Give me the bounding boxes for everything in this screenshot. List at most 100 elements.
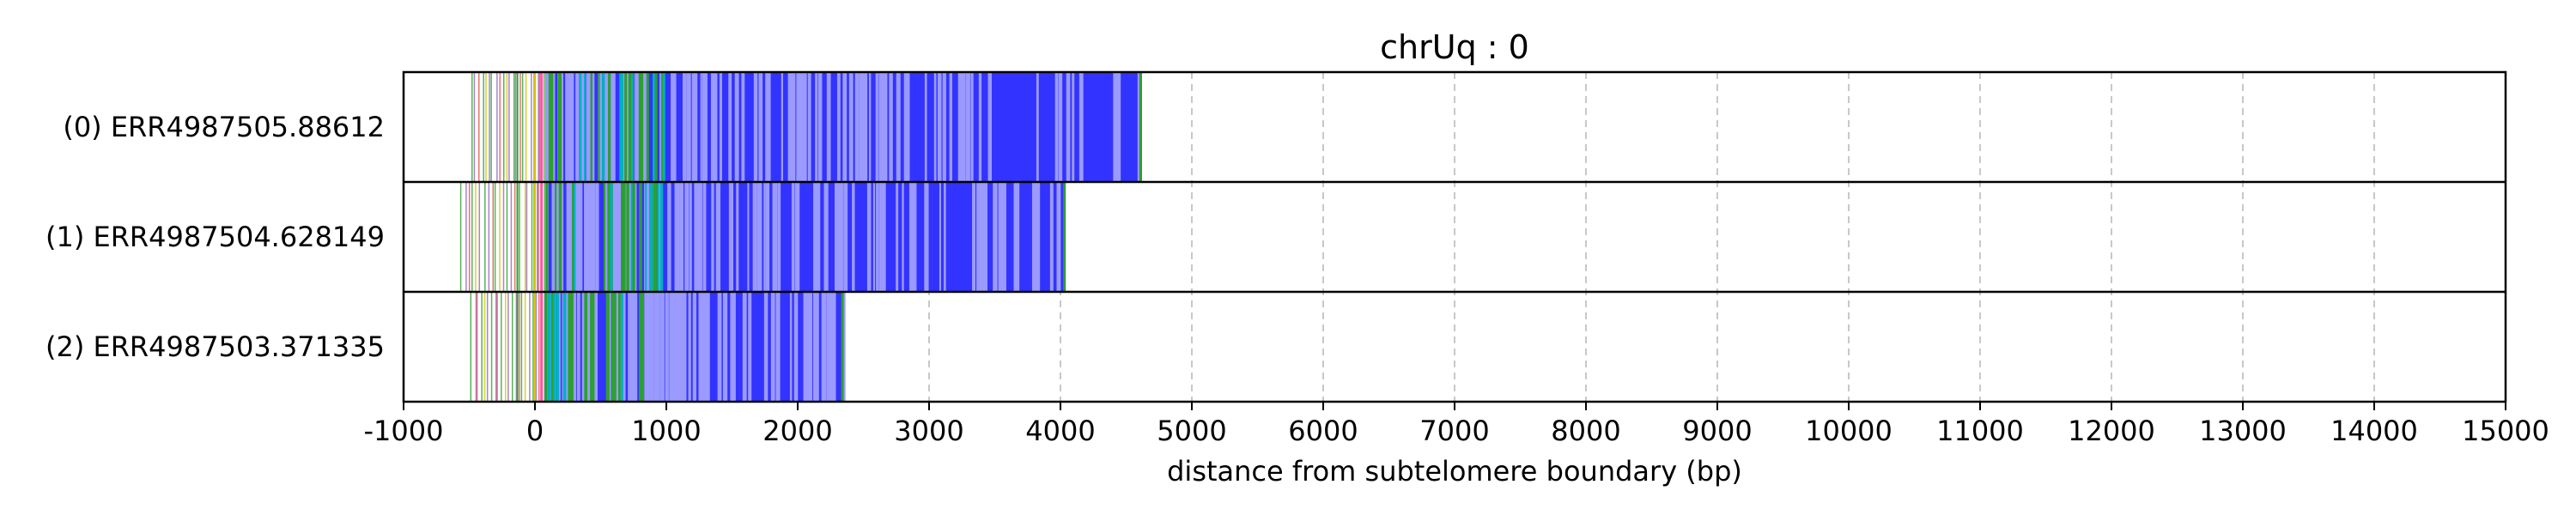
telomere-gap <box>594 292 598 402</box>
tvr-mark <box>540 182 544 292</box>
tvr-mark <box>470 292 472 402</box>
telomere-gap <box>658 182 660 292</box>
telomere-gap <box>843 182 848 292</box>
tvr-mark <box>624 72 628 182</box>
tvr-mark <box>508 72 510 182</box>
tvr-mark <box>486 292 489 402</box>
telomere-gap <box>635 72 640 182</box>
tvr-mark <box>626 182 629 292</box>
telomere-gap <box>702 292 706 402</box>
telomere-gap <box>1072 72 1075 182</box>
read-end-mark <box>1063 182 1066 292</box>
telomere-gap <box>911 182 916 292</box>
tvr-mark <box>521 72 524 182</box>
telomere-gap <box>710 72 714 182</box>
tvr-mark <box>516 292 519 402</box>
tvr-mark <box>525 72 527 182</box>
tvr-mark <box>540 72 544 182</box>
tvr-mark <box>640 72 644 182</box>
telomere-gap <box>661 292 665 402</box>
tvr-mark <box>475 182 477 292</box>
telomere-gap <box>604 182 608 292</box>
telomere-gap <box>864 72 868 182</box>
telomere-gap <box>866 182 870 292</box>
tvr-mark <box>506 182 508 292</box>
telomere-gap <box>959 72 964 182</box>
telomere-gap <box>1004 182 1006 292</box>
telomere-gap <box>693 72 698 182</box>
tvr-mark <box>639 292 642 402</box>
x-tick-label: 15000 <box>2462 415 2549 447</box>
telomere-gap <box>796 72 801 182</box>
telomere-gap <box>646 182 649 292</box>
telomere-gap <box>683 292 687 402</box>
telomere-gap <box>896 182 899 292</box>
tvr-mark <box>545 182 549 292</box>
telomere-gap <box>706 292 709 402</box>
telomere-gap <box>772 182 776 292</box>
tvr-mark <box>548 72 552 182</box>
tvr-mark <box>584 292 588 402</box>
telomere-gap <box>580 72 586 182</box>
telomere-gap <box>799 72 804 182</box>
tvr-mark <box>494 182 496 292</box>
tvr-mark <box>621 292 623 402</box>
telomere-gap <box>556 182 560 292</box>
telomere-gap <box>836 72 841 182</box>
telomere-gap <box>730 292 734 402</box>
telomere-gap <box>748 292 752 402</box>
telomere-gap <box>1034 182 1037 292</box>
telomere-gap <box>742 292 747 402</box>
telomere-gap <box>868 72 872 182</box>
tvr-mark <box>488 182 490 292</box>
telomere-gap <box>553 292 557 402</box>
read-track: (0) ERR4987505.88612 <box>63 72 1142 182</box>
telomere-gap <box>645 292 650 402</box>
tvr-mark <box>544 182 545 292</box>
telomere-gap <box>676 292 681 402</box>
telomere-gap <box>684 182 688 292</box>
telomere-gap <box>1001 182 1005 292</box>
telomere-gap <box>1035 182 1038 292</box>
tvr-mark <box>556 292 559 402</box>
telomere-gap <box>852 182 855 292</box>
telomere-gap <box>1036 72 1039 182</box>
telomere-gap <box>617 182 622 292</box>
telomere-gap <box>758 182 762 292</box>
telomere-gap <box>777 182 781 292</box>
telomere-gap <box>993 182 998 292</box>
telomere-gap <box>595 182 599 292</box>
telomere-gap <box>671 72 674 182</box>
telomere-gap <box>737 182 739 292</box>
tvr-mark <box>557 72 562 182</box>
telomere-gap <box>816 182 821 292</box>
telomere-gap <box>767 72 771 182</box>
tvr-mark <box>659 182 664 292</box>
telomere-gap <box>839 182 844 292</box>
x-tick-label: 10000 <box>1805 415 1893 447</box>
telomere-gap <box>586 292 590 402</box>
tvr-mark <box>475 292 477 402</box>
tvr-mark <box>483 292 486 402</box>
tvr-mark <box>654 72 658 182</box>
tvr-mark <box>511 292 513 402</box>
tvr-mark <box>544 72 545 182</box>
tvr-mark <box>559 72 562 182</box>
tvr-mark <box>524 292 526 402</box>
telomere-gap <box>896 72 901 182</box>
telomere-gap <box>733 292 736 402</box>
tvr-mark <box>623 182 626 292</box>
telomere-gap <box>633 292 635 402</box>
tvr-mark <box>485 72 487 182</box>
tvr-mark <box>515 292 518 402</box>
tvr-mark <box>650 182 653 292</box>
telomere-gap <box>937 72 940 182</box>
tvr-mark <box>495 292 497 402</box>
telomere-gap <box>576 72 580 182</box>
tvr-mark <box>619 72 623 182</box>
telomere-gap <box>566 72 568 182</box>
telomere-gap <box>719 72 722 182</box>
tvr-mark <box>558 182 562 292</box>
tvr-mark <box>648 182 653 292</box>
telomere-gap <box>699 182 702 292</box>
